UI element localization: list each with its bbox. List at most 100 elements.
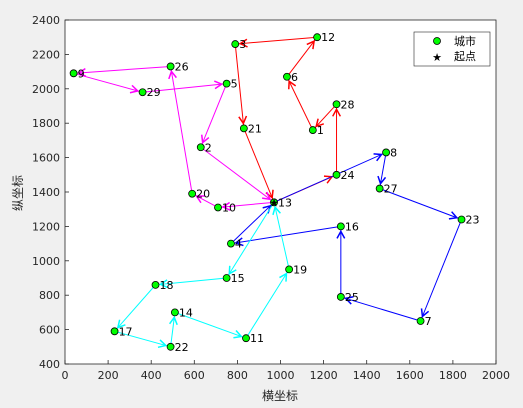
y-axis-label: 纵坐标 [11,175,25,211]
x-tick-label: 800 [227,369,248,382]
city-point [270,198,278,207]
route-arrowhead [288,79,297,90]
city-point [457,215,466,224]
route-arrowhead [116,319,126,329]
city-point [285,265,294,274]
x-axis-ticks: 0 200 400 600 800 1000 1200 1400 1600 1800 2000 [62,360,510,382]
route-segment [286,36,318,78]
city-label: 14 [179,306,193,319]
x-tick-label: 2000 [482,369,510,382]
route-segment [230,201,275,244]
city-point [416,317,425,325]
route-arrowhead [129,84,140,94]
city-label: 29 [147,86,161,99]
city-point [166,342,175,351]
x-axis-label: 横坐标 [262,389,298,403]
city-point [171,308,179,317]
city-label: 27 [384,183,398,196]
route-arrowhead [234,237,244,247]
city-point [222,79,231,88]
city-point [308,126,317,134]
route-segment [217,201,275,208]
city-point [332,100,341,109]
city-point [313,33,322,42]
route-segment [273,151,387,203]
route-arrowhead [77,68,87,77]
route-arrowhead [168,69,177,80]
y-tick-label: 600 [39,324,60,337]
route-arrowhead [336,229,346,239]
route-arrowhead [332,107,342,117]
route-segment [142,83,227,93]
city-label: 21 [248,122,262,135]
route-arrowhead [238,115,248,125]
city-point [336,222,345,231]
start-point-marker: ★ [269,196,279,209]
city-point [69,69,78,78]
city-label: 8 [390,146,397,159]
city-point [242,334,250,343]
route-segment [155,277,227,286]
route-arrowhead [262,191,272,201]
y-tick-label: 400 [39,358,60,371]
route-segment [73,72,143,93]
route-lines [73,36,462,349]
route-segment [230,225,341,245]
city-label: 4 [235,238,242,251]
legend-box [413,31,491,67]
y-tick-label: 2400 [32,14,60,27]
route-segment [200,83,228,148]
route-arrowhead [279,272,288,282]
route-segment [114,284,156,332]
x-tick-label: 200 [98,369,119,382]
route-arrowhead [377,175,387,186]
city-point [188,189,197,198]
city-label: 18 [160,279,174,292]
city-label: 26 [175,60,189,73]
city-point [336,293,345,301]
city-point [283,72,291,81]
route-arrowhead [420,308,430,318]
city-point [382,148,390,157]
city-point [196,143,205,152]
x-tick-label: 1000 [267,369,295,382]
route-segment [170,66,193,194]
route-segment [73,65,171,74]
y-tick-label: 2200 [32,48,60,61]
city-labels: 1356781112131415161718192021222324252627… [78,31,480,354]
city-label: 20 [196,188,210,201]
city-label: 2 [205,141,212,154]
city-label: 24 [341,169,355,182]
city-label: 15 [231,272,245,285]
route-arrowhead [344,295,354,305]
route-segment [273,202,290,270]
city-label: 7 [425,315,432,328]
route-segment [234,44,245,129]
city-label: 10 [222,201,236,214]
x-tick-label: 0 [62,369,69,382]
y-tick-label: 1400 [32,186,60,199]
city-label: 19 [293,263,307,276]
y-tick-label: 2000 [32,83,60,96]
x-tick-label: 1800 [439,369,467,382]
city-label: 5 [231,78,238,91]
route-arrowhead [315,118,325,128]
route-segment [114,330,171,348]
city-point [151,280,160,289]
city-label: 28 [341,98,355,111]
route-segment [340,296,421,322]
route-arrowhead [157,339,168,349]
city-point [138,88,147,97]
city-label: 9 [78,67,85,80]
route-arrowhead [213,80,224,90]
x-tick-label: 400 [141,369,162,382]
city-point [214,203,222,212]
city-label: 25 [345,291,359,304]
route-arrowhead [373,153,383,162]
route-arrowhead [272,205,281,216]
city-label: 1 [317,124,324,137]
route-arrowhead [158,279,169,289]
city-point [227,239,235,248]
legend-city-label: 城市 [454,34,476,48]
